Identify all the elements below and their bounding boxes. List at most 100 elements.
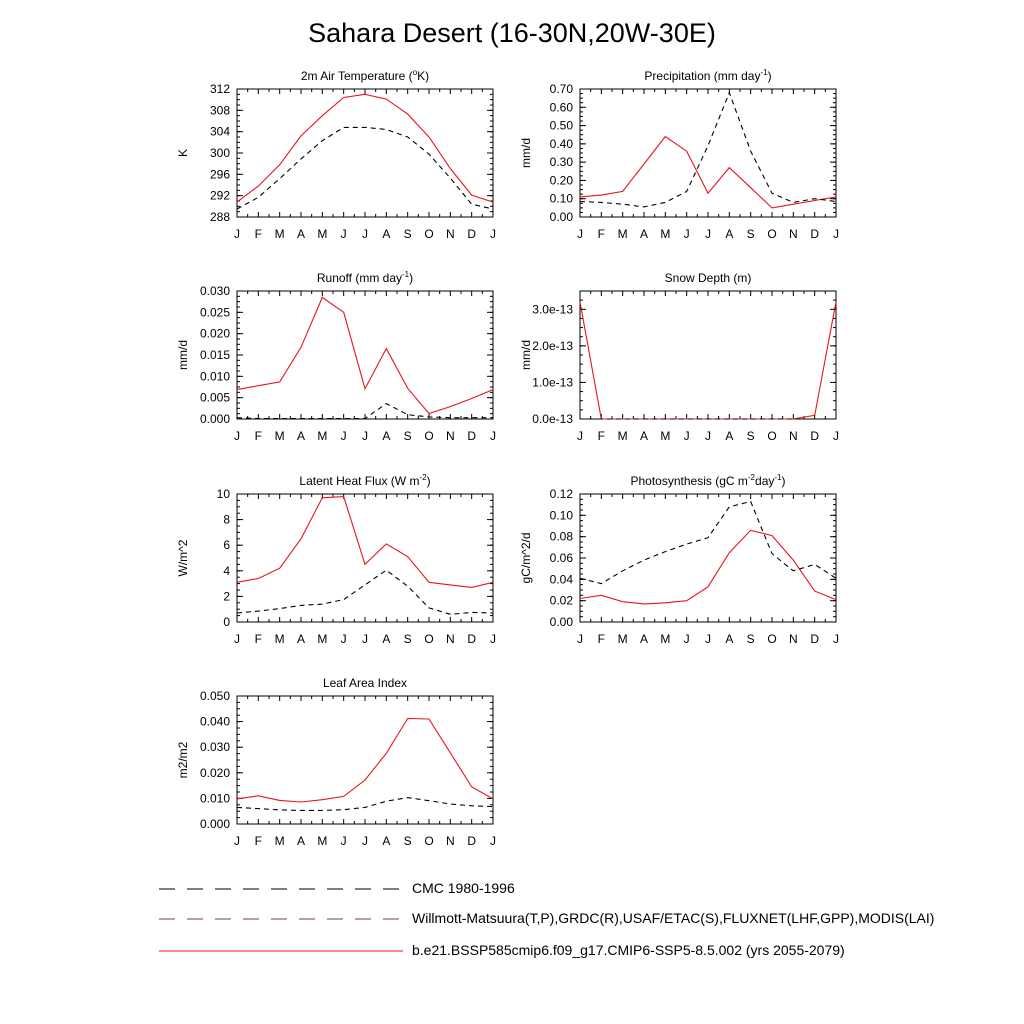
y-tick-label: 0.0e-13: [532, 412, 573, 426]
x-tick-label: J: [362, 834, 368, 848]
y-tick-label: 0.015: [200, 348, 230, 362]
y-tick-label: 0.60: [550, 100, 574, 114]
y-axis-label: m2/m2: [176, 741, 190, 778]
y-tick-label: 0.005: [200, 391, 230, 405]
x-tick-label: J: [705, 632, 711, 646]
x-tick-label: F: [255, 632, 262, 646]
x-tick-label: J: [362, 227, 368, 241]
obs-series-line: [579, 91, 837, 208]
y-axis-label: mm/d: [519, 340, 533, 370]
x-tick-label: M: [660, 429, 670, 443]
x-tick-label: D: [810, 632, 819, 646]
x-tick-label: A: [640, 429, 648, 443]
x-tick-label: J: [833, 227, 839, 241]
y-tick-label: 292: [210, 189, 230, 203]
x-tick-label: J: [341, 632, 347, 646]
y-tick-label: 0.08: [550, 530, 574, 544]
legend-label-3: b.e21.BSSP585cmip6.f09_g17.CMIP6-SSP5-8.…: [412, 942, 845, 958]
x-tick-label: A: [382, 429, 390, 443]
x-tick-label: N: [789, 429, 798, 443]
x-tick-label: M: [317, 227, 327, 241]
x-tick-label: J: [684, 429, 690, 443]
y-tick-label: 0.020: [200, 327, 230, 341]
y-tick-label: 0.10: [550, 192, 574, 206]
model-series-line: [236, 717, 494, 803]
y-tick-label: 0.00: [550, 615, 574, 629]
x-tick-label: A: [297, 429, 305, 443]
x-tick-label: M: [317, 834, 327, 848]
y-tick-label: 2.0e-13: [532, 339, 573, 353]
x-tick-label: A: [297, 834, 305, 848]
y-tick-label: 304: [210, 125, 230, 139]
x-tick-label: N: [446, 227, 455, 241]
x-tick-label: N: [446, 834, 455, 848]
y-tick-label: 0.10: [550, 508, 574, 522]
y-tick-label: 0.50: [550, 119, 574, 133]
chart-panel-4: J F M A M J J A S O N D J0.0e-131.0e-132.0e-133.0e-1…: [519, 271, 839, 443]
x-tick-label: J: [490, 834, 496, 848]
x-tick-label: J: [577, 227, 583, 241]
x-tick-label: N: [789, 632, 798, 646]
y-tick-label: 8: [223, 513, 230, 527]
model-series-line: [236, 296, 494, 415]
x-tick-label: O: [424, 632, 433, 646]
x-tick-label: O: [424, 834, 433, 848]
x-tick-label: J: [577, 632, 583, 646]
y-tick-label: 0.04: [550, 572, 574, 586]
x-tick-label: N: [789, 227, 798, 241]
x-tick-label: J: [341, 429, 347, 443]
y-tick-label: 4: [223, 564, 230, 578]
x-tick-label: A: [297, 227, 305, 241]
x-tick-label: M: [618, 227, 628, 241]
model-series-line: [579, 301, 837, 420]
y-tick-label: 0.025: [200, 305, 230, 319]
panel-title: Precipitation (mm day-1): [644, 68, 771, 83]
x-tick-label: A: [725, 632, 733, 646]
x-tick-label: S: [404, 227, 412, 241]
y-tick-label: 3.0e-13: [532, 302, 573, 316]
x-tick-label: S: [404, 429, 412, 443]
obs-series-line: [236, 797, 494, 811]
x-tick-label: D: [810, 227, 819, 241]
x-tick-label: A: [725, 227, 733, 241]
x-tick-label: J: [490, 227, 496, 241]
x-tick-label: D: [467, 834, 476, 848]
model-series-line: [236, 496, 494, 588]
y-tick-label: 0.70: [550, 82, 574, 96]
x-tick-label: F: [255, 429, 262, 443]
plot-frame: [579, 493, 837, 623]
y-tick-label: 308: [210, 103, 230, 117]
x-tick-label: S: [404, 632, 412, 646]
x-tick-label: M: [317, 632, 327, 646]
x-tick-label: D: [467, 429, 476, 443]
legend-label-1: CMC 1980-1996: [412, 880, 515, 896]
x-tick-label: J: [705, 429, 711, 443]
x-tick-label: F: [598, 227, 605, 241]
y-tick-label: 0.030: [200, 284, 230, 298]
y-tick-label: 0.000: [200, 412, 230, 426]
obs-series-line: [236, 402, 493, 420]
x-tick-label: D: [810, 429, 819, 443]
y-tick-label: 0.02: [550, 594, 574, 608]
y-tick-label: 1.0e-13: [532, 375, 573, 389]
model-series-line: [236, 93, 494, 203]
y-axis-label: K: [176, 149, 190, 157]
x-tick-label: A: [725, 429, 733, 443]
x-tick-label: J: [234, 632, 240, 646]
legend-label-2: Willmott-Matsuura(T,P),GRDC(R),USAF/ETAC…: [412, 910, 935, 926]
y-tick-label: 0.12: [550, 487, 574, 501]
y-tick-label: 0.000: [200, 817, 230, 831]
x-tick-label: A: [640, 227, 648, 241]
x-tick-label: D: [467, 227, 476, 241]
x-tick-label: J: [362, 632, 368, 646]
x-tick-label: J: [490, 429, 496, 443]
panel-title: 2m Air Temperature (oK): [301, 68, 429, 83]
y-tick-label: 0.040: [200, 715, 230, 729]
x-tick-label: O: [424, 227, 433, 241]
plot-frame: [236, 493, 494, 623]
x-tick-label: J: [362, 429, 368, 443]
x-tick-label: M: [618, 632, 628, 646]
y-axis-label: gC/m^2/d: [519, 533, 533, 584]
x-tick-label: F: [255, 834, 262, 848]
